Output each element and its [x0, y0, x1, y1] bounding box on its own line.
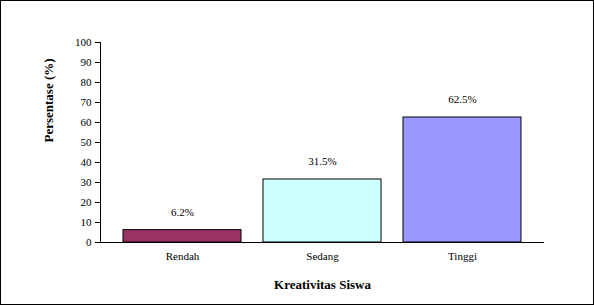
svg-text:Rendah: Rendah [166, 250, 200, 262]
svg-text:40: 40 [81, 156, 93, 168]
svg-text:Tinggi: Tinggi [448, 250, 477, 262]
svg-text:60: 60 [81, 116, 93, 128]
svg-text:20: 20 [81, 196, 93, 208]
svg-text:80: 80 [81, 76, 93, 88]
svg-text:Persentase (%): Persentase (%) [41, 58, 56, 142]
svg-text:70: 70 [81, 96, 93, 108]
svg-text:31.5%: 31.5% [308, 155, 336, 167]
svg-text:100: 100 [75, 36, 92, 48]
svg-text:50: 50 [81, 136, 93, 148]
svg-text:90: 90 [81, 56, 93, 68]
svg-text:Kreativitas Siswa: Kreativitas Siswa [274, 277, 371, 292]
svg-text:0: 0 [86, 236, 92, 248]
svg-text:30: 30 [81, 176, 93, 188]
svg-text:62.5%: 62.5% [448, 93, 476, 105]
svg-text:10: 10 [81, 216, 93, 228]
svg-text:Sedang: Sedang [306, 250, 339, 262]
svg-text:6.2%: 6.2% [171, 206, 194, 218]
